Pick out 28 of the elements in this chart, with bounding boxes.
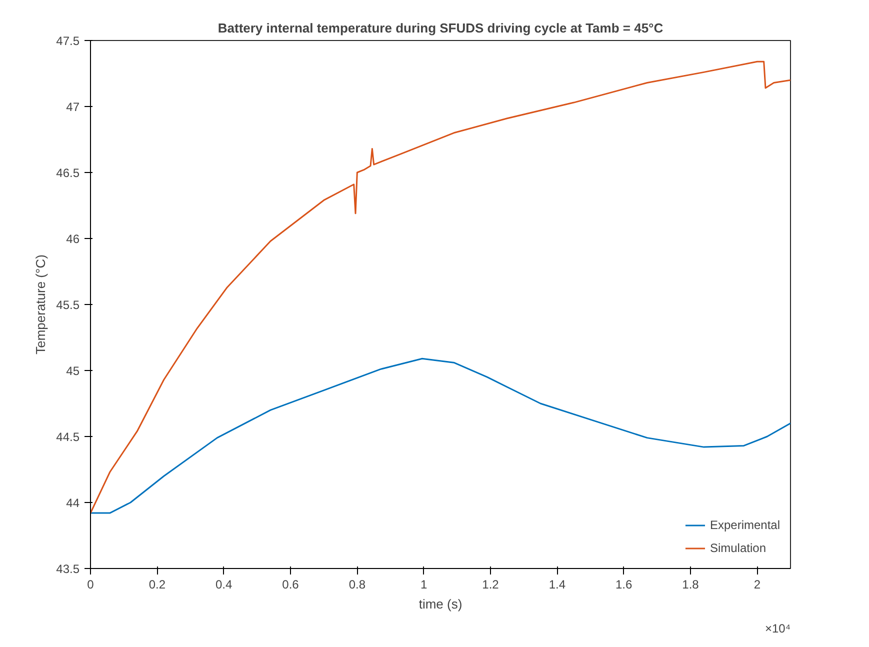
- y-tick-label: 45.5: [56, 298, 80, 312]
- x-tick-label: 1.6: [615, 578, 632, 592]
- x-tick-label: 0.4: [215, 578, 232, 592]
- x-tick-label: 1.2: [482, 578, 500, 592]
- legend-label: Simulation: [710, 541, 766, 555]
- y-tick-label: 47: [66, 100, 80, 114]
- line-series: [90, 358, 790, 514]
- x-tick-label: 0.6: [282, 578, 300, 592]
- y-tick-label: 44: [66, 496, 80, 510]
- legend-label: Experimental: [710, 518, 780, 532]
- x-tick-label: 1.8: [682, 578, 700, 592]
- line-series: [90, 60, 790, 514]
- x-tick-label: 0.2: [148, 578, 166, 592]
- y-axis-title: Temperature (°C): [33, 254, 48, 354]
- x-tick-label: 0: [87, 578, 94, 592]
- y-tick-label: 46.5: [56, 166, 80, 180]
- y-tick-label: 45: [66, 364, 80, 378]
- y-tick-label: 43.5: [56, 562, 80, 576]
- y-tick-label: 46: [66, 232, 80, 246]
- x-tick-label: 1.4: [548, 578, 566, 592]
- text: ×10⁴: [764, 622, 791, 636]
- y-tick-label: 44.5: [56, 430, 80, 444]
- x-axis-title: time (s): [418, 596, 462, 612]
- x-tick-label: 0.8: [348, 578, 366, 592]
- x-tick-label: 2: [754, 578, 761, 592]
- y-tick-label: 47.5: [56, 34, 80, 48]
- x-tick-label: 1: [420, 578, 428, 592]
- chart-title: Battery internal temperature during SFUDS driving cycle at Tamb = 45°C: [218, 20, 664, 36]
